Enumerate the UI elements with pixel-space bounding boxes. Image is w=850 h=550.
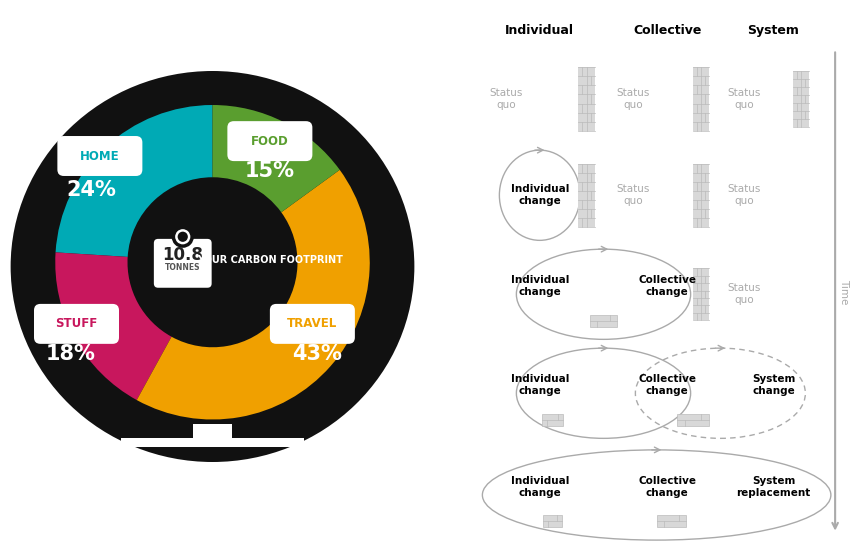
Bar <box>542 414 563 426</box>
Text: Individual
change: Individual change <box>511 374 569 396</box>
Text: FOOD: FOOD <box>251 135 289 147</box>
Text: 15%: 15% <box>245 161 295 181</box>
Bar <box>793 70 809 128</box>
Ellipse shape <box>10 71 414 462</box>
Circle shape <box>178 232 188 242</box>
Text: Status
quo: Status quo <box>727 184 761 206</box>
Text: System: System <box>747 24 800 37</box>
Text: Collective: Collective <box>633 24 701 37</box>
FancyBboxPatch shape <box>154 239 212 288</box>
Text: Status
quo: Status quo <box>727 283 761 305</box>
Text: YOUR CARBON FOOTPRINT: YOUR CARBON FOOTPRINT <box>197 255 343 265</box>
Bar <box>693 164 709 227</box>
Text: Individual
change: Individual change <box>511 184 569 206</box>
Bar <box>578 164 594 227</box>
Text: HOME: HOME <box>80 150 120 162</box>
FancyBboxPatch shape <box>57 136 142 176</box>
Circle shape <box>173 227 192 246</box>
Text: 24%: 24% <box>66 180 116 200</box>
Bar <box>693 68 709 131</box>
FancyBboxPatch shape <box>34 304 119 344</box>
Text: Collective
change: Collective change <box>638 275 696 297</box>
Text: Individual
change: Individual change <box>511 476 569 498</box>
Text: STUFF: STUFF <box>55 317 98 331</box>
Wedge shape <box>137 170 370 420</box>
FancyBboxPatch shape <box>227 121 313 161</box>
Text: Status
quo: Status quo <box>616 184 650 206</box>
Bar <box>693 268 709 320</box>
Text: Status
quo: Status quo <box>489 88 523 110</box>
Bar <box>677 414 709 426</box>
FancyBboxPatch shape <box>269 304 355 344</box>
Text: 43%: 43% <box>292 344 342 364</box>
Bar <box>193 424 231 443</box>
Text: Status
quo: Status quo <box>616 88 650 110</box>
Text: Individual
change: Individual change <box>511 275 569 297</box>
Bar <box>121 438 304 447</box>
Bar <box>578 68 594 131</box>
Text: System
change: System change <box>751 374 796 396</box>
Wedge shape <box>55 105 212 257</box>
Text: Individual: Individual <box>505 24 575 37</box>
Text: System
replacement: System replacement <box>736 476 811 498</box>
Text: TONNES: TONNES <box>165 263 201 272</box>
Text: Collective
change: Collective change <box>638 374 696 396</box>
Bar <box>656 515 686 527</box>
Text: Time: Time <box>839 279 848 304</box>
Wedge shape <box>55 252 172 400</box>
Text: Collective
change: Collective change <box>638 476 696 498</box>
Text: Status
quo: Status quo <box>727 88 761 110</box>
Text: 10.8: 10.8 <box>162 246 203 264</box>
Wedge shape <box>212 105 340 212</box>
Bar <box>543 515 562 527</box>
Bar <box>590 315 617 327</box>
Text: 18%: 18% <box>45 344 95 364</box>
Text: TRAVEL: TRAVEL <box>287 317 337 331</box>
